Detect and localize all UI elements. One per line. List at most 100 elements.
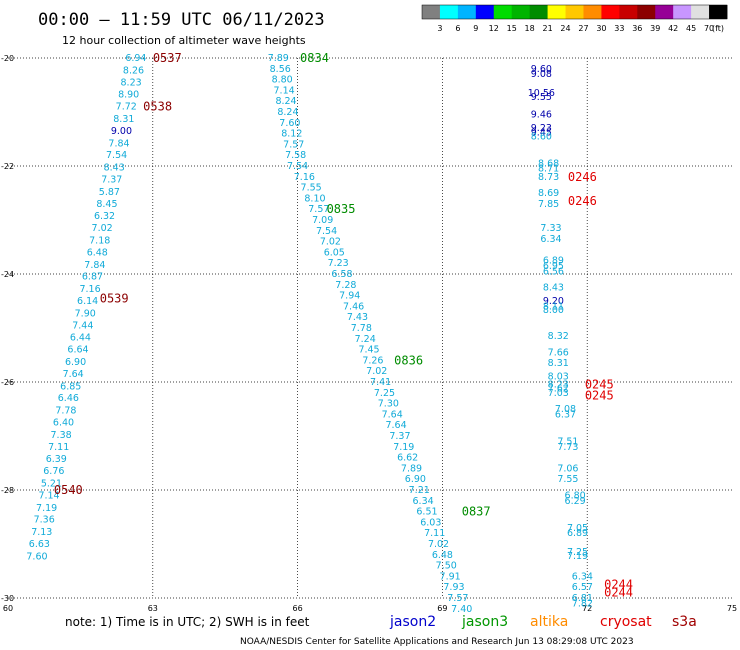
swh-value-cryosat: 7.33 xyxy=(540,223,561,234)
swh-value-cryosat: 8.69 xyxy=(538,188,559,199)
swh-value-jason3: 6.51 xyxy=(416,507,437,518)
colorbar-label: 15 xyxy=(507,24,517,33)
swh-value-jason3: 8.24 xyxy=(277,107,298,118)
legend-s3a: s3a xyxy=(672,614,697,630)
swh-value-jason3: 7.46 xyxy=(343,301,364,312)
swh-value-jason3: 7.50 xyxy=(436,561,457,572)
swh-value-cryosat: 8.32 xyxy=(548,331,569,342)
swh-value-cryosat: 6.34 xyxy=(572,571,593,582)
swh-value-jason3: 8.80 xyxy=(272,75,293,86)
swh-value-cryosat: 8.00 xyxy=(543,305,564,316)
swh-value-jason3: 7.91 xyxy=(440,571,461,582)
swh-value-cryosat: 6.89 xyxy=(543,256,564,267)
swh-value-jason3: 7.45 xyxy=(358,345,379,356)
credit-line: NOAA/NESDIS Center for Satellite Applica… xyxy=(240,637,634,647)
swh-value-cryosat: 7.85 xyxy=(538,199,559,210)
colorbar-label: 33 xyxy=(614,24,624,33)
swh-value-jason3: 7.89 xyxy=(401,463,422,474)
swh-value-cryosat: 6.80 xyxy=(565,490,586,501)
colorbar-swatch xyxy=(601,5,620,19)
chart-subtitle: 12 hour collection of altimeter wave hei… xyxy=(62,34,306,47)
swh-value-cryosat: 8.31 xyxy=(548,358,569,369)
swh-value-cryosat: 9.55 xyxy=(531,92,552,103)
swh-value-s3a: 7.84 xyxy=(84,260,105,271)
colorbar-swatch xyxy=(637,5,656,19)
legend-altika: altika xyxy=(530,614,568,630)
swh-value-s3a: 6.32 xyxy=(94,211,115,222)
x-tick-label: 72 xyxy=(582,604,592,613)
colorbar-label: 24 xyxy=(560,24,570,33)
swh-value-cryosat: 9.46 xyxy=(531,110,552,121)
swh-value-jason3: 7.57 xyxy=(308,204,329,215)
swh-value-jason3: 7.37 xyxy=(389,431,410,442)
swh-value-jason3: 7.09 xyxy=(312,215,333,226)
swh-value-cryosat: 6.57 xyxy=(572,582,593,593)
swh-value-jason3: 7.58 xyxy=(285,150,306,161)
swh-value-cryosat: 8.23 xyxy=(548,380,569,391)
x-tick-label: 60 xyxy=(3,604,13,613)
colorbar-swatch xyxy=(493,5,513,19)
swh-value-jason3: 7.94 xyxy=(339,291,360,302)
colorbar-swatch xyxy=(457,5,477,19)
colorbar-label: 3 xyxy=(437,24,442,33)
colorbar-label: 70 xyxy=(704,24,714,33)
colorbar-swatch xyxy=(619,5,638,19)
colorbar-swatch xyxy=(583,5,602,19)
swh-value-cryosat: 6.95 xyxy=(543,261,564,272)
colorbar-label: 12 xyxy=(489,24,499,33)
swh-value-jason3: 7.28 xyxy=(335,280,356,291)
swh-value-s3a: 7.60 xyxy=(26,551,47,562)
time-label-jason3: 0835 xyxy=(327,202,356,216)
swh-value-s3a: 7.18 xyxy=(89,236,110,247)
swh-value-s3a: 6.87 xyxy=(82,272,103,283)
swh-value-s3a: 5.21 xyxy=(41,479,62,490)
colorbar-swatch xyxy=(709,5,728,19)
swh-value-cryosat: 8.68 xyxy=(538,158,559,169)
swh-value-cryosat: 8.43 xyxy=(543,283,564,294)
swh-value-s3a: 8.23 xyxy=(121,77,142,88)
swh-value-s3a: 7.90 xyxy=(75,308,96,319)
swh-value-jason3: 7.43 xyxy=(347,312,368,323)
swh-value-jason3: 7.24 xyxy=(355,334,376,345)
swh-value-s3a: 7.11 xyxy=(48,442,69,453)
colorbar-label: 21 xyxy=(542,24,552,33)
swh-value-cryosat: 7.19 xyxy=(567,551,588,562)
swh-value-s3a: 7.19 xyxy=(36,503,57,514)
swh-value-jason3: 7.54 xyxy=(316,226,337,237)
swh-value-jason3: 7.26 xyxy=(362,355,383,366)
satellite-legend: jason2 jason3 altika cryosat s3a xyxy=(389,614,697,630)
swh-value-jason3: 7.30 xyxy=(378,399,399,410)
chart-title: 00:00 – 11:59 UTC 06/11/2023 xyxy=(38,10,325,30)
colorbar-swatch xyxy=(439,5,459,19)
swh-value-cryosat: 10.56 xyxy=(528,88,555,99)
swh-value-cryosat: 7.73 xyxy=(557,442,578,453)
swh-value-s3a: 8.26 xyxy=(123,65,144,76)
swh-value-jason3: 7.02 xyxy=(366,366,387,377)
swh-value-cryosat: 9.60 xyxy=(531,64,552,75)
colorbar-swatch xyxy=(529,5,548,19)
swh-value-jason3: 7.40 xyxy=(451,604,472,615)
swh-value-jason3: 8.24 xyxy=(275,96,296,107)
swh-value-cryosat: 7.62 xyxy=(548,383,569,394)
x-tick-label: 63 xyxy=(148,604,158,613)
swh-value-jason3: 6.48 xyxy=(432,550,453,561)
swh-value-jason3: 7.60 xyxy=(279,118,300,129)
swh-value-jason3: 7.57 xyxy=(283,139,304,150)
swh-value-s3a: 7.44 xyxy=(72,320,93,331)
data-marks: 6.948.268.238.907.728.319.007.847.548.43… xyxy=(26,51,633,615)
swh-value-jason3: 7.41 xyxy=(370,377,391,388)
swh-value-jason3: 7.54 xyxy=(287,161,308,172)
colorbar-label: 30 xyxy=(596,24,606,33)
legend-jason2: jason2 xyxy=(389,614,436,630)
colorbar-swatch xyxy=(655,5,674,19)
swh-value-cryosat: 9.20 xyxy=(543,296,564,307)
swh-value-cryosat: 8.73 xyxy=(538,172,559,183)
legend-jason3: jason3 xyxy=(461,614,508,630)
swh-value-s3a: 6.46 xyxy=(58,393,79,404)
y-tick-label: -20 xyxy=(1,54,14,63)
swh-value-cryosat: 7.55 xyxy=(557,474,578,485)
swh-value-jason3: 7.23 xyxy=(328,258,349,269)
swh-value-s3a: 6.39 xyxy=(46,454,67,465)
swh-value-jason3: 7.64 xyxy=(382,409,403,420)
